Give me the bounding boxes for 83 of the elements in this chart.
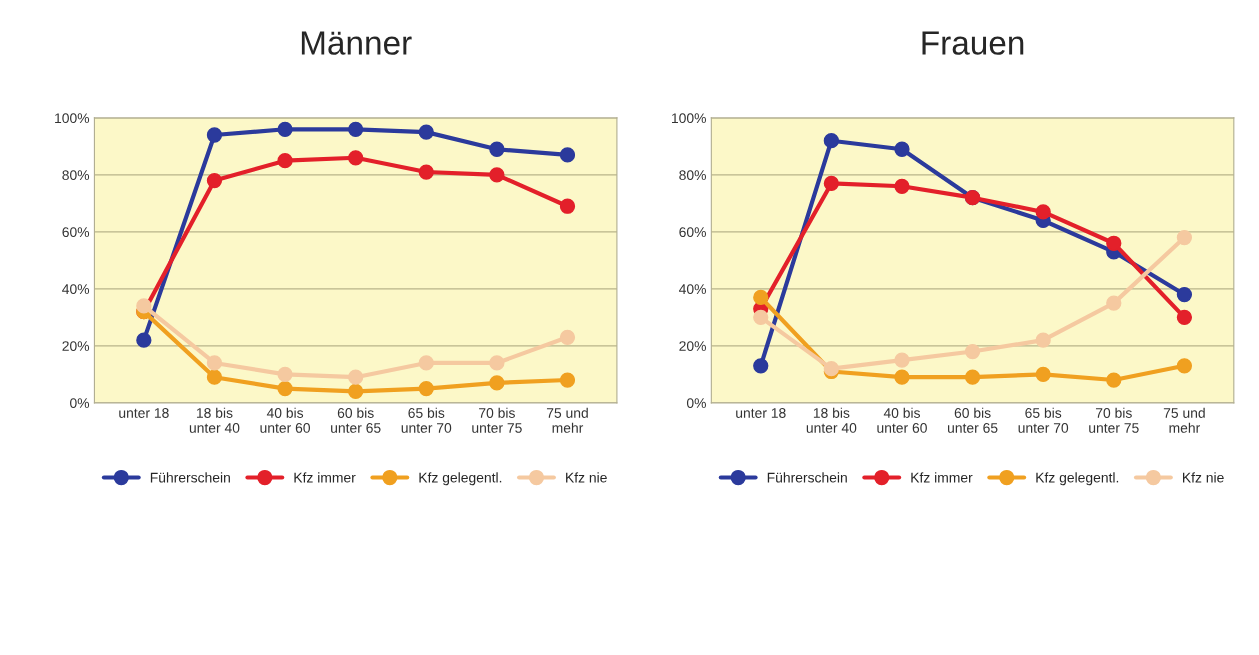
x-tick-label: 18 bis unter 40 — [189, 407, 240, 433]
point — [277, 121, 293, 137]
y-tick-label: 60% — [679, 227, 706, 238]
point — [753, 289, 769, 306]
x-tick-label: 40 bis unter 60 — [260, 407, 310, 433]
point — [559, 372, 576, 388]
point — [348, 369, 364, 385]
legend-label: Kfz gelegentl. — [1036, 472, 1119, 486]
x-tick-label: 40 bis unter 60 — [877, 407, 927, 433]
x-tick-label: 18 bis unter 40 — [806, 407, 857, 433]
point — [277, 152, 293, 169]
point — [964, 343, 981, 360]
point — [1106, 235, 1122, 251]
point — [277, 366, 293, 382]
point — [823, 175, 840, 192]
point — [894, 369, 910, 385]
x-tick-label: 75 und mehr — [1163, 407, 1205, 433]
point — [418, 355, 434, 371]
point — [1035, 204, 1051, 220]
point — [1106, 372, 1122, 388]
point — [418, 380, 434, 397]
point — [1035, 366, 1051, 382]
point — [1176, 286, 1193, 303]
point — [1176, 229, 1193, 246]
x-tick-label: 65 bis unter 70 — [401, 407, 452, 433]
point — [348, 121, 364, 137]
legend-label: Kfz nie — [566, 472, 607, 483]
point — [489, 141, 505, 157]
point — [348, 383, 364, 400]
x-tick-label: 70 bis unter 75 — [1089, 407, 1139, 433]
y-tick-label: 0% — [686, 398, 706, 408]
point — [489, 355, 505, 371]
y-tick-label: 60% — [62, 227, 90, 238]
chart-title: Frauen — [922, 31, 1024, 55]
legend-label: Kfz gelegentl. — [419, 472, 502, 486]
point — [753, 358, 769, 374]
point — [894, 141, 910, 157]
point — [489, 375, 505, 391]
point — [1106, 295, 1122, 311]
point — [206, 127, 223, 143]
x-tick-label: 60 bis unter 65 — [948, 407, 998, 433]
y-tick-label: 20% — [62, 341, 90, 352]
y-tick-label: 100% — [672, 113, 706, 124]
point — [894, 352, 910, 368]
point — [1176, 309, 1193, 325]
x-tick-label: unter 18 — [736, 408, 786, 418]
legend-label: Kfz nie — [1183, 472, 1224, 483]
y-tick-label: 40% — [679, 284, 706, 295]
legend-label: Kfz immer — [911, 472, 973, 483]
point — [206, 355, 223, 371]
point — [136, 332, 152, 348]
point — [136, 298, 152, 314]
x-tick-label: 75 und mehr — [546, 407, 588, 433]
point — [489, 167, 505, 183]
point — [418, 124, 434, 140]
x-tick-label: 70 bis unter 75 — [472, 407, 522, 433]
point — [277, 380, 293, 397]
point — [823, 133, 840, 149]
x-tick-label: 65 bis unter 70 — [1018, 407, 1069, 433]
point — [753, 309, 769, 325]
point — [206, 172, 223, 189]
point — [348, 150, 364, 166]
point — [1176, 358, 1193, 374]
x-tick-label: 60 bis unter 65 — [331, 407, 381, 433]
legend-label: Kfz immer — [294, 472, 356, 483]
legend-label: Führerschein — [150, 472, 230, 483]
point — [559, 147, 576, 163]
point — [1035, 332, 1051, 348]
y-tick-label: 80% — [62, 170, 90, 181]
point — [894, 178, 910, 194]
point — [206, 369, 223, 385]
y-tick-label: 100% — [55, 113, 90, 124]
y-tick-label: 0% — [70, 398, 90, 408]
x-tick-label: unter 18 — [119, 408, 169, 418]
y-tick-label: 20% — [679, 341, 706, 352]
legend-label: Führerschein — [767, 472, 847, 483]
chart-title: Männer — [301, 31, 412, 55]
y-tick-label: 80% — [679, 170, 706, 181]
point — [559, 198, 576, 214]
point — [559, 329, 576, 345]
y-tick-label: 40% — [62, 284, 90, 295]
point — [418, 164, 434, 180]
point — [964, 369, 981, 385]
